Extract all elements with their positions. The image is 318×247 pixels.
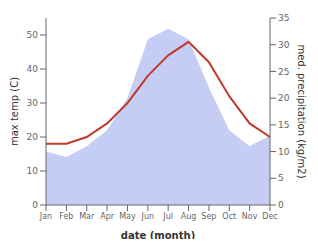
svg-text:Apr: Apr (100, 212, 115, 221)
svg-text:Feb: Feb (59, 212, 73, 221)
svg-text:Jul: Jul (162, 212, 173, 221)
svg-text:med. precipitation (kg/m2): med. precipitation (kg/m2) (296, 44, 307, 178)
svg-text:max temp (C): max temp (C) (9, 77, 20, 146)
svg-text:30: 30 (278, 40, 290, 50)
svg-text:30: 30 (27, 98, 39, 108)
svg-text:Jan: Jan (39, 212, 52, 221)
svg-text:10: 10 (27, 166, 39, 176)
svg-text:Sep: Sep (201, 212, 216, 221)
svg-text:5: 5 (278, 173, 284, 183)
svg-text:20: 20 (27, 132, 39, 142)
svg-text:15: 15 (278, 120, 289, 130)
svg-text:May: May (119, 212, 136, 221)
svg-text:Aug: Aug (181, 212, 197, 221)
svg-text:Dec: Dec (262, 212, 277, 221)
svg-text:10: 10 (278, 147, 290, 157)
svg-text:20: 20 (278, 93, 290, 103)
svg-text:Mar: Mar (79, 212, 95, 221)
svg-text:40: 40 (27, 64, 39, 74)
svg-text:Jun: Jun (141, 212, 155, 221)
svg-text:25: 25 (278, 67, 289, 77)
svg-text:0: 0 (278, 200, 284, 210)
svg-text:Nov: Nov (242, 212, 258, 221)
svg-text:Oct: Oct (222, 212, 236, 221)
svg-text:50: 50 (27, 30, 39, 40)
svg-text:35: 35 (278, 13, 289, 23)
svg-text:0: 0 (32, 200, 38, 210)
svg-text:date (month): date (month) (121, 230, 195, 239)
